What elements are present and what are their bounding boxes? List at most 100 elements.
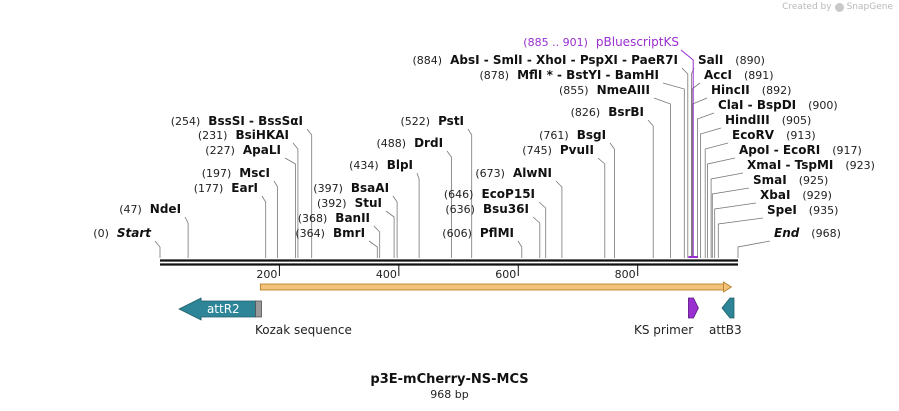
site-connector-line: [154, 240, 161, 258]
restriction-site-label[interactable]: (397) BsaAI: [313, 181, 389, 195]
site-position: (890): [735, 54, 765, 67]
site-connector-line: [691, 82, 701, 258]
site-enzyme-name: Bsu36I: [483, 202, 529, 216]
restriction-site-label[interactable]: (522) PstI: [401, 114, 465, 128]
site-position: (231): [198, 129, 228, 142]
feature-attb3-label: attB3: [709, 323, 742, 337]
restriction-site-label[interactable]: (855) NmeAIII: [559, 83, 650, 97]
restriction-site-label[interactable]: (636) Bsu36I: [445, 202, 529, 216]
site-connector-line: [597, 157, 606, 258]
primer-binding-connector: [680, 49, 694, 258]
site-position: (745): [522, 144, 552, 157]
restriction-site-label[interactable]: (364) BmrI: [295, 226, 365, 240]
ruler-tick-label: 400: [376, 268, 397, 281]
restriction-site-label[interactable]: (884) AbsI - SmlI - XhoI - PspXI - PaeR7I: [413, 53, 678, 67]
site-connector-line: [555, 180, 563, 258]
site-connector-line: [681, 67, 689, 258]
restriction-site-label[interactable]: (929) XbaI: [760, 188, 832, 202]
restriction-site-label[interactable]: (0) Start: [93, 226, 152, 240]
restriction-site-label[interactable]: (227) ApaLI: [205, 143, 281, 157]
site-position: (673): [475, 167, 505, 180]
restriction-site-label[interactable]: (935) SpeI: [767, 203, 838, 217]
site-enzyme-name: PstI: [438, 114, 464, 128]
site-position: (925): [799, 174, 829, 187]
feature-orf-arrow[interactable]: [259, 281, 733, 293]
linear-map: (0) Start (47) NdeI (177) EarI(197) MscI (227) A…: [93, 35, 875, 337]
restriction-site-label[interactable]: (646) EcoP15I: [444, 187, 535, 201]
site-connector-line: [710, 172, 744, 258]
restriction-site-label[interactable]: (905) HindIII: [725, 113, 811, 127]
restriction-site-label[interactable]: (826) BsrBI: [571, 105, 644, 119]
restriction-site-label[interactable]: (913) EcoRV: [732, 128, 816, 142]
restriction-site-label[interactable]: (761) BsgI: [539, 128, 606, 142]
restriction-site-label[interactable]: (745) PvuII: [522, 143, 594, 157]
site-position: (488): [377, 137, 407, 150]
site-connector-line: [704, 142, 729, 258]
site-enzyme-name: NmeAIII: [597, 83, 650, 97]
restriction-site-label[interactable]: (231) BsiHKAI: [198, 128, 289, 142]
site-enzyme-name: EcoP15I: [482, 187, 536, 201]
site-connector-line: [446, 150, 452, 258]
restriction-site-label[interactable]: (47) NdeI: [119, 202, 181, 216]
site-enzyme-name: BlpI: [387, 158, 413, 172]
site-enzyme-name: HindIII: [725, 113, 770, 127]
restriction-site-label[interactable]: (878) MflI * - BstYI - BamHI: [480, 68, 659, 82]
site-connector-line: [697, 112, 715, 258]
restriction-site-label[interactable]: (917) ApoI - EcoRI: [739, 143, 862, 157]
primer-binding-mark: [688, 256, 698, 258]
restriction-site-label[interactable]: (197) MscI: [202, 166, 270, 180]
site-position: (917): [832, 144, 862, 157]
site-enzyme-name: StuI: [355, 196, 382, 210]
site-connector-line: [292, 142, 299, 258]
site-enzyme-name: BanII: [335, 211, 370, 225]
site-position: (522): [401, 115, 431, 128]
site-connector-line: [416, 172, 420, 258]
restriction-site-label[interactable]: (891) AccI: [704, 68, 774, 82]
restriction-site-label[interactable]: (925) SmaI: [753, 173, 828, 187]
site-position: (892): [762, 84, 792, 97]
site-connector-line: [373, 225, 381, 258]
site-connector-line: [662, 82, 685, 258]
site-position: (397): [313, 182, 343, 195]
restriction-site-label[interactable]: (923) XmaI - TspMI: [747, 158, 875, 172]
site-connector-line: [467, 128, 473, 258]
site-connector-line: [692, 97, 708, 258]
site-connector-line: [273, 180, 278, 258]
site-position: (826): [571, 106, 601, 119]
feature-attb3-arrow[interactable]: [721, 297, 735, 319]
restriction-site-label[interactable]: (900) ClaI - BspDI: [718, 98, 838, 112]
restriction-site-label[interactable]: (254) BssSI - BssSαI: [171, 114, 303, 128]
feature-attr2-arrow[interactable]: attR2: [178, 297, 256, 321]
restriction-site-label[interactable]: (968) End: [774, 226, 841, 240]
site-connector-line: [532, 216, 541, 258]
restriction-site-label[interactable]: (890) SalI: [698, 53, 765, 67]
site-enzyme-name: End: [774, 226, 800, 240]
site-enzyme-name: SpeI: [767, 203, 797, 217]
site-position: (935): [809, 204, 839, 217]
site-connector-line: [609, 142, 615, 258]
restriction-site-label[interactable]: (392) StuI: [317, 196, 382, 210]
restriction-site-label[interactable]: (892) HincII: [711, 83, 791, 97]
restriction-site-label[interactable]: (177) EarI: [194, 181, 258, 195]
feature-ks-primer-label: KS primer: [634, 323, 693, 337]
restriction-site-label[interactable]: (434) BlpI: [349, 158, 413, 172]
site-position: (923): [845, 159, 875, 172]
site-position: (47): [119, 203, 142, 216]
site-enzyme-name: AbsI - SmlI - XhoI - PspXI - PaeR7I: [450, 53, 678, 67]
site-connector-line: [306, 128, 313, 258]
restriction-site-label[interactable]: (606) PflMI: [442, 226, 514, 240]
site-position: (968): [811, 227, 841, 240]
snapgene-logo-icon: [834, 2, 844, 12]
restriction-site-label[interactable]: (673) AlwNI: [475, 166, 552, 180]
restriction-site-label[interactable]: (368) BanII: [298, 211, 370, 225]
site-position: (434): [349, 159, 379, 172]
primer-binding-label[interactable]: pBluescriptKS (885 .. 901): [523, 35, 679, 49]
site-connector-line: [385, 210, 395, 258]
feature-kozak-box[interactable]: [255, 300, 262, 318]
restriction-site-label[interactable]: (488) DrdI: [377, 136, 444, 150]
site-position: (929): [802, 189, 832, 202]
primer-binding-range: (885 .. 901): [523, 36, 588, 49]
site-connector-line: [538, 201, 547, 258]
feature-ks-primer-arrow[interactable]: [688, 297, 699, 319]
site-position: (364): [295, 227, 325, 240]
